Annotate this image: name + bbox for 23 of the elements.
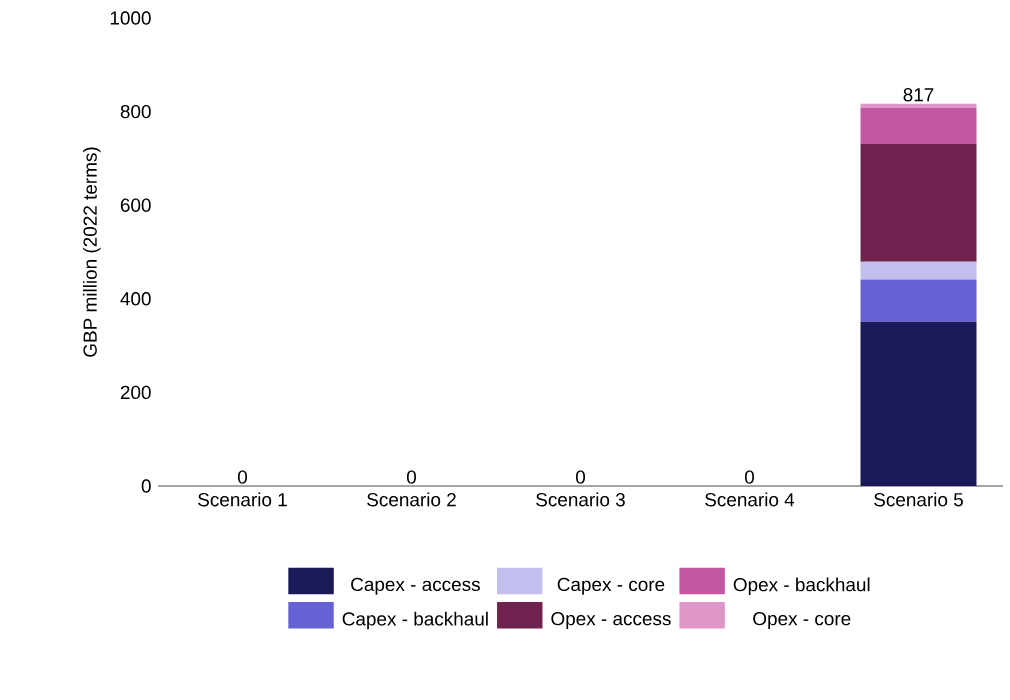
y-tick-label: 1000: [110, 11, 151, 25]
x-tick-label: Scenario 1: [198, 492, 287, 507]
x-tick-label: Scenario 2: [367, 492, 456, 507]
total-label: 0: [237, 470, 248, 484]
total-label: 0: [406, 470, 417, 484]
legend-label: Opex - access: [551, 611, 671, 630]
y-tick-label: 200: [120, 385, 151, 400]
legend-label: Opex - core: [753, 611, 851, 630]
total-label: 0: [575, 470, 586, 484]
legend-label: Opex - backhaul: [733, 577, 870, 596]
x-tick-label: Scenario 3: [536, 492, 625, 507]
legend-label: Capex - backhaul: [342, 611, 488, 630]
legend-label: Capex - core: [557, 577, 665, 595]
x-tick-label: Scenario 4: [705, 492, 795, 507]
x-tick-label: Scenario 5: [874, 492, 963, 507]
y-tick-label: 400: [120, 292, 151, 306]
y-tick-label: 800: [120, 104, 151, 119]
y-tick-label: 600: [120, 198, 151, 212]
total-label: 817: [903, 88, 934, 102]
y-tick-label: 0: [141, 479, 151, 493]
legend-label: Capex - access: [351, 577, 480, 595]
y-axis-title: GBP million (2022 terms): [82, 147, 101, 357]
total-label: 0: [744, 470, 755, 484]
